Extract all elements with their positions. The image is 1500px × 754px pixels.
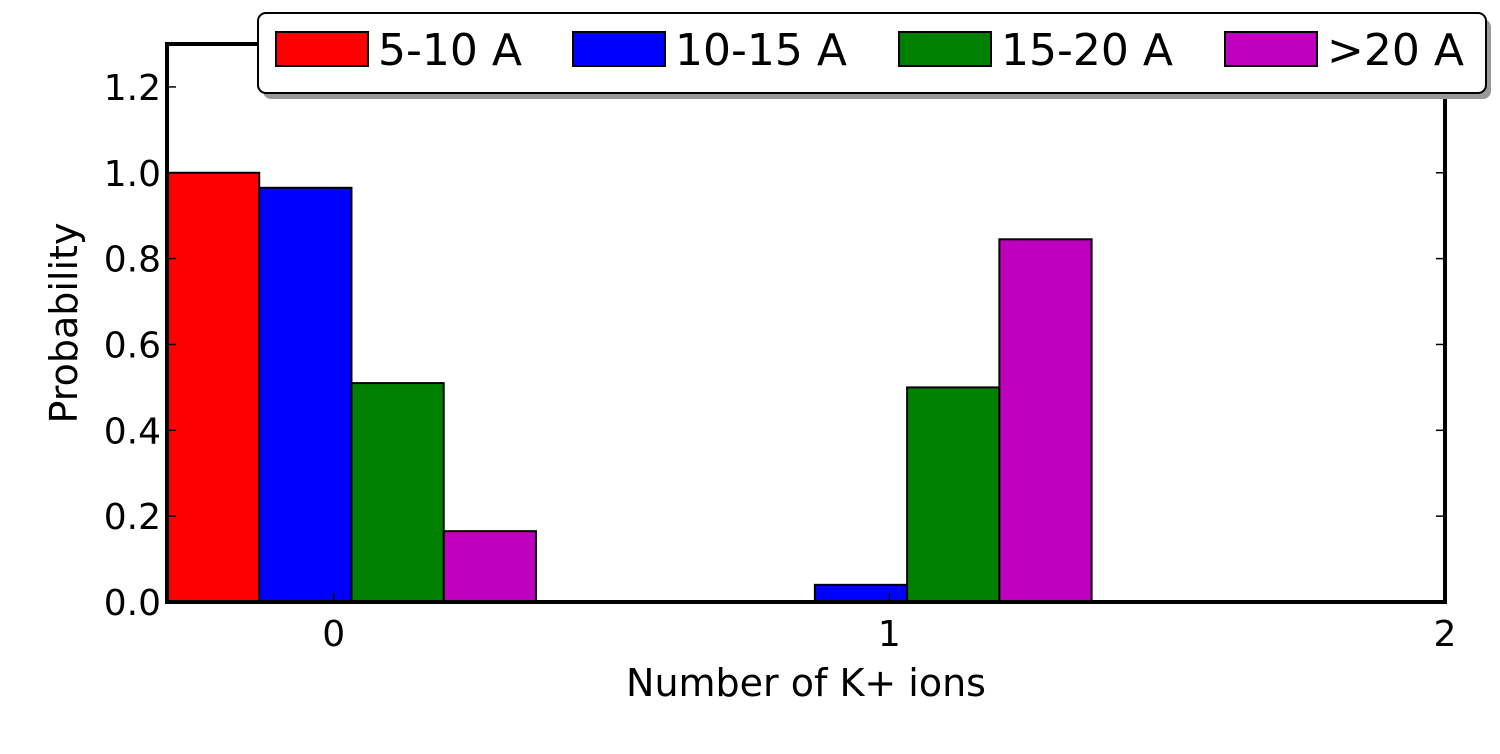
bar-series-3-cat-1: [998, 238, 1093, 604]
legend-swatch: [572, 31, 666, 67]
bar-series-3-cat-0: [442, 530, 537, 604]
x-tick-label: 0: [322, 614, 345, 655]
x-axis-label: Number of K+ ions: [626, 661, 986, 705]
legend-swatch: [1224, 31, 1318, 67]
legend-label: >20 A: [1327, 25, 1464, 76]
y-tick-label: 0.8: [104, 240, 161, 281]
bar-series-0-cat-0: [166, 171, 261, 603]
legend-label: 15-20 A: [1001, 25, 1173, 76]
legend-swatch: [898, 31, 992, 67]
labels-layer: Number of K+ ions Probability: [42, 223, 986, 705]
legend-box: [257, 12, 1487, 94]
y-tick-label: 1.0: [104, 154, 161, 195]
ticks-layer: 0.0 0.2 0.4 0.6 0.8 1.0 1.2 0 1 2: [104, 44, 1457, 655]
bar-series-2-cat-1: [906, 386, 1001, 603]
y-tick-label: 0.6: [104, 325, 161, 366]
y-tick-label: 1.2: [104, 68, 161, 109]
y-tick-label: 0.0: [104, 583, 161, 624]
x-tick-label: 2: [1434, 614, 1457, 655]
x-tick-label: 1: [878, 614, 901, 655]
y-tick-label: 0.2: [104, 497, 161, 538]
bar-series-1-cat-0: [258, 186, 353, 604]
legend: 5-10 A 10-15 A 15-20 A >20 A: [257, 12, 1491, 99]
y-tick-label: 0.4: [104, 411, 161, 452]
legend-label: 5-10 A: [378, 25, 522, 76]
legend-swatch: [275, 31, 369, 67]
bars-layer: [166, 171, 1093, 604]
bar-series-2-cat-0: [350, 382, 445, 604]
bar-series-1-cat-1: [813, 583, 909, 603]
y-axis-label: Probability: [42, 223, 86, 424]
legend-label: 10-15 A: [675, 25, 847, 76]
